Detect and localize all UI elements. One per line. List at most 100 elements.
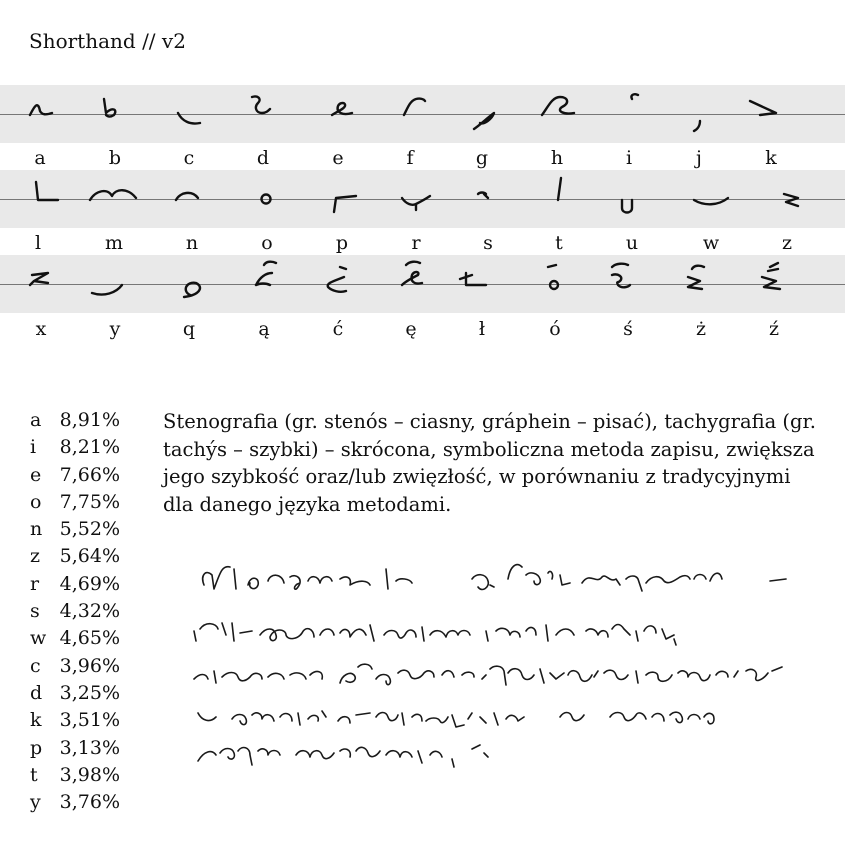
glyph-x <box>28 271 50 287</box>
frequency-row: e 7,66% <box>30 464 130 491</box>
glyph-ó <box>546 263 560 291</box>
baseline <box>0 114 845 115</box>
frequency-value: 8,21% <box>59 436 120 459</box>
frequency-row: i 8,21% <box>30 436 130 463</box>
glyph-ś <box>610 262 632 289</box>
frequency-letter: o <box>30 490 42 513</box>
letter-label: ó <box>549 318 561 340</box>
letter-label: x <box>35 318 47 340</box>
frequency-letter: w <box>30 627 47 650</box>
letter-label: w <box>702 232 720 254</box>
glyph-r <box>400 194 432 212</box>
shorthand-band-1 <box>0 85 845 143</box>
frequency-value: 5,64% <box>59 545 120 568</box>
frequency-row: t 3,98% <box>30 764 130 791</box>
letter-label: i <box>625 147 633 169</box>
frequency-value: 3,51% <box>59 709 120 732</box>
glyph-ł <box>458 271 488 287</box>
frequency-letter: s <box>30 600 40 623</box>
frequency-letter: k <box>30 709 42 732</box>
frequency-row: o 7,75% <box>30 491 130 518</box>
frequency-letter: a <box>30 409 42 431</box>
frequency-row: c 3,96% <box>30 655 130 682</box>
glyph-q <box>182 281 202 299</box>
frequency-value: 5,52% <box>59 518 120 541</box>
shorthand-band-3 <box>0 255 845 313</box>
letter-label: ą <box>258 318 270 340</box>
frequency-row: y 3,76% <box>30 791 130 818</box>
letter-label: q <box>182 318 196 340</box>
frequency-row: s 4,32% <box>30 600 130 627</box>
shorthand-band-2 <box>0 170 845 228</box>
letter-row-1: a b c d e f g h i j k <box>0 147 845 173</box>
glyph-k <box>748 99 778 117</box>
letter-label: ę <box>405 318 417 340</box>
frequency-row: a 8,91% <box>30 409 130 436</box>
frequency-value: 3,96% <box>59 654 120 677</box>
frequency-value: 4,32% <box>59 600 120 623</box>
frequency-letter: t <box>30 763 38 786</box>
letter-label: ź <box>768 318 779 340</box>
glyph-h <box>540 95 576 117</box>
letter-label: z <box>781 232 792 254</box>
glyph-n <box>174 191 200 202</box>
frequency-value: 3,13% <box>59 736 120 759</box>
frequency-value: 8,91% <box>59 409 120 431</box>
letter-label: h <box>550 147 564 169</box>
baseline <box>0 284 845 285</box>
letter-label: d <box>256 147 270 169</box>
frequency-letter: z <box>30 545 41 568</box>
letter-label: c <box>183 147 195 169</box>
letter-label: u <box>625 232 639 254</box>
frequency-letter: i <box>30 436 37 459</box>
frequency-value: 4,69% <box>59 572 120 595</box>
letter-label: g <box>475 147 489 169</box>
frequency-value: 3,76% <box>59 791 120 814</box>
letter-label: s <box>483 232 493 254</box>
frequency-row: d 3,25% <box>30 682 130 709</box>
letter-label: r <box>411 232 421 254</box>
glyph-p <box>332 194 358 214</box>
letter-label: e <box>332 147 344 169</box>
glyph-e <box>330 101 354 117</box>
glyph-s <box>476 191 490 200</box>
glyph-ź <box>760 261 782 291</box>
glyph-g <box>472 111 496 131</box>
frequency-value: 3,98% <box>59 763 120 786</box>
handwritten-shorthand-sample <box>190 545 800 779</box>
frequency-letter: c <box>30 654 41 677</box>
frequency-row: n 5,52% <box>30 518 130 545</box>
description-paragraph: Stenografia (gr. stenós – ciasny, gráphe… <box>163 410 816 516</box>
glyph-f <box>402 97 427 117</box>
letter-label: ł <box>478 318 486 340</box>
letter-label: n <box>185 232 199 254</box>
letter-label: ż <box>695 318 706 340</box>
glyph-j <box>692 119 702 133</box>
glyph-ę <box>400 260 424 287</box>
frequency-letter: d <box>30 681 43 704</box>
letter-label: l <box>34 232 42 254</box>
glyph-i <box>630 93 640 101</box>
glyph-b <box>102 97 117 118</box>
letter-label: t <box>555 232 563 254</box>
letter-label: j <box>696 147 702 169</box>
glyph-d <box>250 95 272 115</box>
frequency-value: 4,65% <box>59 627 120 650</box>
letter-label: o <box>261 232 273 254</box>
letter-label: ć <box>332 318 344 340</box>
glyph-m <box>88 189 138 202</box>
frequency-row: r 4,69% <box>30 573 130 600</box>
glyph-l <box>34 180 60 202</box>
frequency-letter: e <box>30 463 42 486</box>
letter-label: b <box>108 147 122 169</box>
glyph-ą <box>254 260 278 287</box>
glyph-t <box>556 176 563 202</box>
glyph-o <box>260 193 272 205</box>
letter-row-3: x y q ą ć ę ł ó ś ż ź <box>0 318 845 344</box>
letter-label: m <box>104 232 124 254</box>
frequency-value: 7,66% <box>59 463 120 486</box>
frequency-value: 7,75% <box>59 490 120 513</box>
letter-label: y <box>109 318 121 340</box>
letter-label: ś <box>623 318 633 340</box>
glyph-w <box>692 196 730 206</box>
